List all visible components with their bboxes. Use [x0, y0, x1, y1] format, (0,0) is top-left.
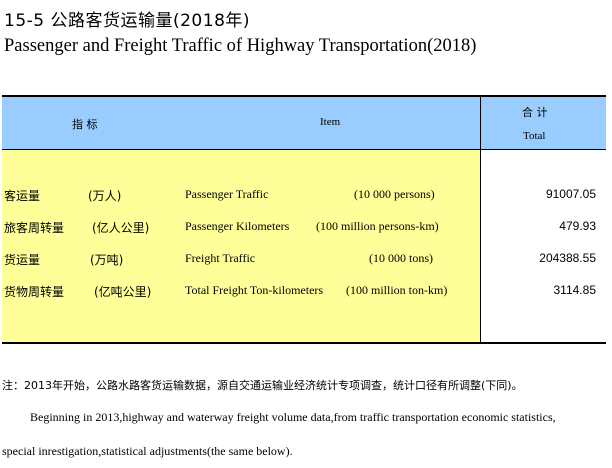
- table-header: 指 标 Item 合 计 Total: [2, 97, 606, 150]
- row-name-cn: 旅客周转量: [4, 221, 65, 235]
- table-body: 客运量 (万人) Passenger Traffic (10 000 perso…: [2, 150, 606, 342]
- column-header-indicator-cn: 指 标: [72, 118, 98, 131]
- row-unit-cn: (万人): [88, 189, 122, 203]
- note-cn: 注：2013年开始，公路水路客货运输数据，源自交通运输业经济统计专项调查，统计口…: [2, 379, 523, 392]
- row-total: 479.93: [559, 219, 596, 233]
- row-name-cn: 货物周转量: [4, 285, 65, 299]
- row-unit-en: (10 000 tons): [369, 251, 433, 265]
- column-header-total-en: Total: [523, 130, 546, 142]
- row-name-en: Total Freight Ton-kilometers: [185, 283, 324, 297]
- row-total: 204388.55: [539, 251, 596, 265]
- row-name-en: Freight Traffic: [185, 251, 256, 265]
- row-unit-en: (10 000 persons): [354, 187, 435, 201]
- row-name-en: Passenger Kilometers: [185, 219, 290, 233]
- row-name-en: Passenger Traffic: [185, 187, 269, 201]
- row-total: 91007.05: [545, 187, 596, 201]
- row-total: 3114.85: [553, 283, 597, 297]
- note-en-line2: special inrestigation,statistical adjust…: [2, 444, 293, 458]
- note-en-line1: Beginning in 2013,highway and waterway f…: [30, 410, 556, 424]
- traffic-table: 指 标 Item 合 计 Total 客运量 (万人) Passenger Tr…: [2, 95, 606, 344]
- column-divider: [480, 97, 481, 149]
- item-column-background: [2, 150, 480, 342]
- column-header-total-cn: 合 计: [522, 106, 548, 119]
- column-header-item-en: Item: [320, 116, 341, 128]
- row-unit-cn: (亿吨公里): [94, 285, 152, 299]
- row-unit-en: (100 million ton-km): [346, 283, 448, 297]
- table-title-en: Passenger and Freight Traffic of Highway…: [4, 36, 477, 56]
- column-divider: [480, 150, 481, 342]
- row-unit-cn: (万吨): [90, 253, 124, 267]
- row-name-cn: 货运量: [4, 253, 41, 267]
- row-unit-cn: (亿人公里): [92, 221, 150, 235]
- row-name-cn: 客运量: [4, 189, 41, 203]
- row-unit-en: (100 million persons-km): [316, 219, 439, 233]
- table-title-cn: 15-5 公路客货运输量(2018年): [4, 11, 251, 31]
